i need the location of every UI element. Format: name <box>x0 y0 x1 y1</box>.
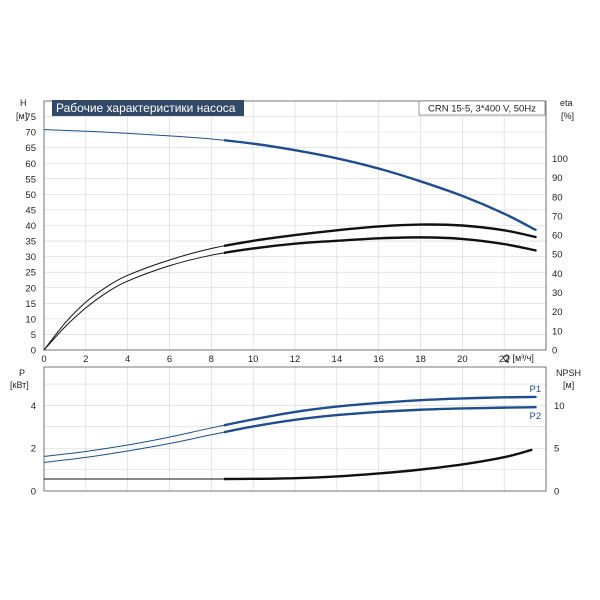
npsh-curve-thick-segment <box>223 448 533 481</box>
bottom-y-tick-label: 4 <box>31 401 36 412</box>
series-label-p2: P2 <box>530 411 542 422</box>
top-y-tick-label: 20 <box>25 283 36 294</box>
p2-curve-thin-segment <box>43 431 224 463</box>
top-y-tick-label: 50 <box>25 190 36 201</box>
bottom-y-axis-unit: [кВт] <box>10 380 29 390</box>
top-y2-tick-label: 70 <box>552 211 563 222</box>
top-y2-tick-label: 60 <box>552 231 563 242</box>
efficiency-curve-1-thick-segment <box>223 223 537 248</box>
top-tick-labels: 0 2 4 6 8 10 12 14 16 18 20 22 0 5 10 15 20 25 30 35 40 45 50 5… <box>25 112 567 365</box>
model-label: CRN 15-5, 3*400 V, 50Hz <box>428 104 536 115</box>
top-plot-frame <box>43 100 547 351</box>
efficiency-curve-2-thick-segment <box>223 236 537 255</box>
top-y-tick-label: 15 <box>25 299 36 310</box>
x-tick-label: 2 <box>83 354 88 365</box>
top-y-tick-label: 60 <box>25 159 36 170</box>
top-y-tick-label: 30 <box>25 252 36 263</box>
x-tick-label: 0 <box>41 354 46 365</box>
top-y2-tick-label: 50 <box>552 250 563 261</box>
chart-title: Рабочие характеристики насоса <box>56 101 236 115</box>
series-label-p1: P1 <box>530 384 542 395</box>
top-y2-tick-label: 30 <box>552 288 563 299</box>
top-y2-tick-label: 10 <box>552 326 563 337</box>
top-y-tick-label: 25 <box>25 268 36 279</box>
bottom-plot-frame <box>43 366 547 492</box>
bottom-y2-tick-label: 10 <box>554 401 565 412</box>
x-tick-label: 14 <box>332 354 343 365</box>
bottom-tick-labels: 0 2 4 0 5 10 <box>31 401 565 498</box>
top-y-tick-label: 35 <box>25 237 36 248</box>
p2-curve-thick-segment <box>223 405 537 434</box>
x-tick-label: 10 <box>248 354 259 365</box>
top-y2-tick-label: 90 <box>552 173 563 184</box>
top-y-tick-label: 65 <box>25 143 36 154</box>
x-tick-label: 6 <box>167 354 172 365</box>
p1-curve-thin-segment <box>43 424 224 457</box>
bottom-y2-axis-label: NPSH <box>556 368 581 378</box>
top-y2-tick-label: 40 <box>552 269 563 280</box>
top-y-tick-label: 55 <box>25 174 36 185</box>
bottom-y-axis-label: P <box>19 368 25 378</box>
head-curve-thin-segment <box>43 129 224 141</box>
top-y2-tick-label: 0 <box>552 346 557 357</box>
model-label-box <box>418 100 546 116</box>
top-y-tick-label: 0 <box>31 346 36 357</box>
bottom-y2-axis-unit: [м] <box>563 380 574 390</box>
chart-title-banner <box>52 100 244 116</box>
bottom-y2-tick-label: 5 <box>554 444 559 455</box>
top-y2-axis-label: eta <box>560 98 573 108</box>
efficiency-curve-2-thin-segment <box>43 252 224 351</box>
bottom-y-tick-label: 0 <box>31 487 36 498</box>
top-y-tick-label: 70 <box>25 128 36 139</box>
x-tick-label: 8 <box>209 354 214 365</box>
top-y2-axis-unit: [%] <box>561 111 574 121</box>
efficiency-curve-1-thin-segment <box>43 245 224 351</box>
bottom-series: P1 P2 <box>43 384 542 481</box>
x-tick-label: 12 <box>290 354 301 365</box>
x-axis-label: Q [м³/ч] <box>503 353 534 363</box>
npsh-curve-thin-segment <box>44 478 224 480</box>
top-y-tick-label: 45 <box>25 205 36 216</box>
top-y-tick-label: 5 <box>31 330 36 341</box>
power-npsh-chart: P [кВт] NPSH [м] 0 2 4 0 5 10 P1 P2 <box>10 366 581 498</box>
x-tick-label: 18 <box>415 354 426 365</box>
x-tick-label: 4 <box>125 354 130 365</box>
top-y-tick-label: 75 <box>25 112 36 123</box>
x-tick-label: 20 <box>457 354 468 365</box>
head-efficiency-chart: Рабочие характеристики насоса CRN 15-5, … <box>16 98 574 365</box>
top-y-tick-label: 40 <box>25 221 36 232</box>
top-y2-tick-label: 20 <box>552 307 563 318</box>
top-y2-tick-label: 80 <box>552 192 563 203</box>
top-y2-tick-label: 100 <box>552 154 568 165</box>
top-y-axis-label: H <box>20 98 27 108</box>
top-y-axis-unit: [м] <box>16 111 27 121</box>
x-tick-label: 22 <box>499 354 510 365</box>
p1-curve-thick-segment <box>223 395 537 427</box>
head-curve-thick-segment <box>223 138 537 232</box>
top-y-tick-label: 10 <box>25 314 36 325</box>
bottom-y2-tick-label: 0 <box>554 487 559 498</box>
x-tick-label: 16 <box>373 354 384 365</box>
bottom-grid <box>43 367 547 492</box>
top-series <box>43 129 537 351</box>
bottom-y-tick-label: 2 <box>31 444 36 455</box>
